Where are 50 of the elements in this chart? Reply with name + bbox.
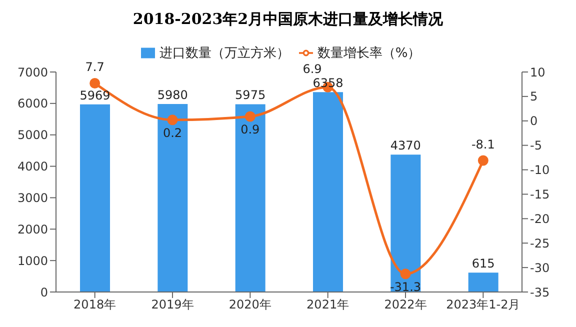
data-label: 6358 <box>312 76 344 90</box>
point <box>90 78 100 88</box>
y2-tick-label: -20 <box>530 212 550 226</box>
legend-label: 进口数量（万立方米） <box>159 46 290 61</box>
y2-tick-label: 10 <box>530 65 546 80</box>
point <box>478 155 488 166</box>
y-tick-label: 4000 <box>17 160 48 174</box>
point <box>400 268 411 280</box>
y2-tick-label: -15 <box>530 187 550 202</box>
data-label: 5969 <box>80 88 110 102</box>
x-tick-label: 2019年 <box>151 298 194 312</box>
data-label: 615 <box>472 256 495 271</box>
data-label: -8.1 <box>471 137 495 152</box>
data-label: 5980 <box>157 88 188 102</box>
y2-tick-label: -30 <box>530 260 550 275</box>
y-tick-label: 2000 <box>17 222 48 236</box>
bar <box>235 104 266 292</box>
bar <box>158 104 188 292</box>
bar <box>468 272 498 292</box>
point <box>244 111 256 122</box>
data-label: 6.9 <box>302 62 322 76</box>
y2-tick-label: 0 <box>530 114 538 128</box>
bar <box>313 92 343 292</box>
y2-tick-label: -35 <box>530 285 550 300</box>
y-tick-label: 1000 <box>17 254 48 268</box>
x-tick-label: 2023年1-2月 <box>446 298 520 312</box>
data-label: 0.9 <box>240 122 260 136</box>
y2-tick-label: -10 <box>530 163 550 178</box>
x-tick-label: 2020年 <box>228 298 272 312</box>
y2-tick-label: -5 <box>530 138 542 153</box>
data-label: 5975 <box>235 88 266 102</box>
y-tick-label: 5000 <box>17 128 48 142</box>
bar <box>390 154 421 292</box>
x-tick-label: 2018年 <box>74 298 116 312</box>
legend-label: 数量增长率（%） <box>317 46 421 61</box>
data-label: -31.3 <box>390 280 422 294</box>
x-tick-label: 2022年 <box>384 298 427 312</box>
data-label: 0.2 <box>162 126 182 140</box>
x-tick-label: 2021年 <box>306 298 350 312</box>
chart-title: 2018-2023年2月中国原木进口量及增长情况 <box>132 9 444 30</box>
y-tick-label: 6000 <box>17 96 48 111</box>
point <box>167 114 178 126</box>
y-tick-label: 7000 <box>17 65 48 80</box>
y-tick-label: 0 <box>40 285 48 300</box>
y2-tick-label: -25 <box>530 236 550 250</box>
y-tick-label: 3000 <box>17 190 48 205</box>
y2-tick-label: 5 <box>530 90 538 104</box>
data-label: 7.7 <box>85 60 104 74</box>
data-label: 4370 <box>390 138 421 153</box>
bar <box>80 104 110 292</box>
